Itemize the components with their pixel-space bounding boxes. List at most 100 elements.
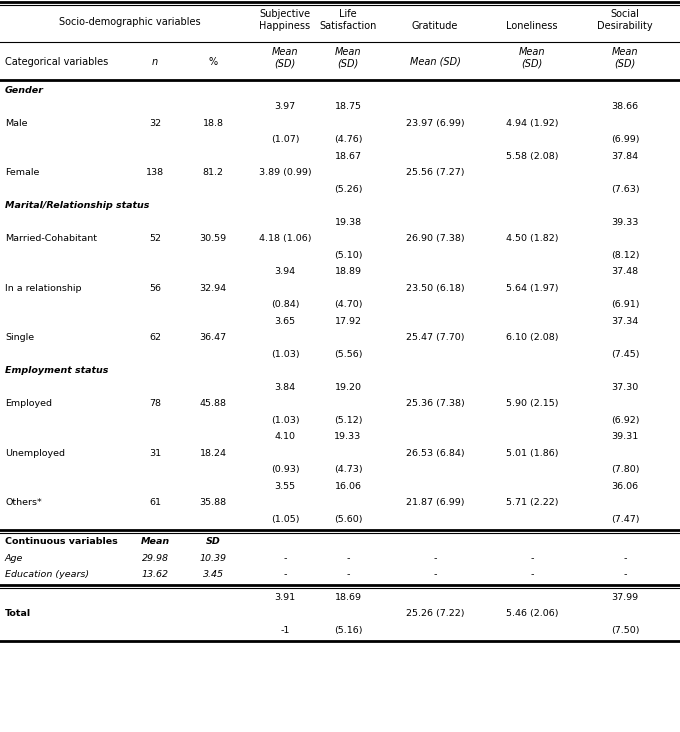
Text: 32: 32 <box>149 119 161 128</box>
Text: 3.91: 3.91 <box>275 593 296 602</box>
Text: (7.50): (7.50) <box>611 626 639 635</box>
Text: Male: Male <box>5 119 27 128</box>
Text: -: - <box>433 570 437 579</box>
Text: 21.87 (6.99): 21.87 (6.99) <box>406 498 464 507</box>
Text: 23.50 (6.18): 23.50 (6.18) <box>406 284 464 293</box>
Text: 4.18 (1.06): 4.18 (1.06) <box>259 234 311 243</box>
Text: -: - <box>530 553 534 563</box>
Text: Mean
(SD): Mean (SD) <box>272 47 299 69</box>
Text: 5.71 (2.22): 5.71 (2.22) <box>506 498 558 507</box>
Text: 6.10 (2.08): 6.10 (2.08) <box>506 333 558 343</box>
Text: 3.65: 3.65 <box>275 317 296 326</box>
Text: 52: 52 <box>149 234 161 243</box>
Text: 25.36 (7.38): 25.36 (7.38) <box>406 399 464 408</box>
Text: Married-Cohabitant: Married-Cohabitant <box>5 234 97 243</box>
Text: -: - <box>624 553 627 563</box>
Text: (4.70): (4.70) <box>334 300 362 309</box>
Text: 5.46 (2.06): 5.46 (2.06) <box>506 609 558 619</box>
Text: (6.99): (6.99) <box>611 135 639 144</box>
Text: 26.90 (7.38): 26.90 (7.38) <box>406 234 464 243</box>
Text: 3.84: 3.84 <box>275 383 296 392</box>
Text: In a relationship: In a relationship <box>5 284 82 293</box>
Text: 5.90 (2.15): 5.90 (2.15) <box>506 399 558 408</box>
Text: 3.94: 3.94 <box>275 267 296 276</box>
Text: 16.06: 16.06 <box>335 482 362 490</box>
Text: Gender: Gender <box>5 86 44 94</box>
Text: Education (years): Education (years) <box>5 570 89 579</box>
Text: 3.55: 3.55 <box>275 482 296 490</box>
Text: Employed: Employed <box>5 399 52 408</box>
Text: 25.47 (7.70): 25.47 (7.70) <box>406 333 464 343</box>
Text: 39.31: 39.31 <box>611 433 639 441</box>
Text: 18.24: 18.24 <box>199 449 226 458</box>
Text: 56: 56 <box>149 284 161 293</box>
Text: 35.88: 35.88 <box>199 498 226 507</box>
Text: 32.94: 32.94 <box>199 284 226 293</box>
Text: 19.33: 19.33 <box>335 433 362 441</box>
Text: SD: SD <box>205 537 220 546</box>
Text: (0.84): (0.84) <box>271 300 299 309</box>
Text: Categorical variables: Categorical variables <box>5 57 108 67</box>
Text: (5.10): (5.10) <box>334 251 362 260</box>
Text: Life
Satisfaction: Life Satisfaction <box>320 10 377 31</box>
Text: (4.73): (4.73) <box>334 466 362 474</box>
Text: (6.91): (6.91) <box>611 300 639 309</box>
Text: 37.48: 37.48 <box>611 267 639 276</box>
Text: 18.67: 18.67 <box>335 152 362 161</box>
Text: 5.64 (1.97): 5.64 (1.97) <box>506 284 558 293</box>
Text: -: - <box>346 570 350 579</box>
Text: 5.01 (1.86): 5.01 (1.86) <box>506 449 558 458</box>
Text: Age: Age <box>5 553 23 563</box>
Text: Subjective
Happiness: Subjective Happiness <box>260 10 311 31</box>
Text: 38.66: 38.66 <box>611 102 639 111</box>
Text: 17.92: 17.92 <box>335 317 362 326</box>
Text: 81.2: 81.2 <box>203 168 224 177</box>
Text: 5.58 (2.08): 5.58 (2.08) <box>506 152 558 161</box>
Text: 37.30: 37.30 <box>611 383 639 392</box>
Text: (1.03): (1.03) <box>271 416 299 425</box>
Text: (7.47): (7.47) <box>611 515 639 524</box>
Text: 19.38: 19.38 <box>335 217 362 227</box>
Text: (7.63): (7.63) <box>611 184 639 194</box>
Text: (1.07): (1.07) <box>271 135 299 144</box>
Text: 4.94 (1.92): 4.94 (1.92) <box>506 119 558 128</box>
Text: 18.8: 18.8 <box>203 119 224 128</box>
Text: 61: 61 <box>149 498 161 507</box>
Text: 18.89: 18.89 <box>335 267 362 276</box>
Text: 39.33: 39.33 <box>611 217 639 227</box>
Text: -: - <box>624 570 627 579</box>
Text: 18.69: 18.69 <box>335 593 362 602</box>
Text: %: % <box>209 57 218 67</box>
Text: 36.06: 36.06 <box>611 482 639 490</box>
Text: 4.10: 4.10 <box>275 433 296 441</box>
Text: Marital/Relationship status: Marital/Relationship status <box>5 201 150 210</box>
Text: Employment status: Employment status <box>5 366 108 376</box>
Text: -: - <box>284 570 287 579</box>
Text: -: - <box>346 553 350 563</box>
Text: Others*: Others* <box>5 498 41 507</box>
Text: Total: Total <box>5 609 31 619</box>
Text: 45.88: 45.88 <box>199 399 226 408</box>
Text: Unemployed: Unemployed <box>5 449 65 458</box>
Text: 78: 78 <box>149 399 161 408</box>
Text: 25.56 (7.27): 25.56 (7.27) <box>406 168 464 177</box>
Text: 37.84: 37.84 <box>611 152 639 161</box>
Text: (5.60): (5.60) <box>334 515 362 524</box>
Text: 25.26 (7.22): 25.26 (7.22) <box>406 609 464 619</box>
Text: (8.12): (8.12) <box>611 251 639 260</box>
Text: 4.50 (1.82): 4.50 (1.82) <box>506 234 558 243</box>
Text: 36.47: 36.47 <box>199 333 226 343</box>
Text: 31: 31 <box>149 449 161 458</box>
Text: -: - <box>530 570 534 579</box>
Text: 37.34: 37.34 <box>611 317 639 326</box>
Text: Loneliness: Loneliness <box>506 21 558 31</box>
Text: Single: Single <box>5 333 34 343</box>
Text: 18.75: 18.75 <box>335 102 362 111</box>
Text: (7.45): (7.45) <box>611 350 639 359</box>
Text: Social
Desirability: Social Desirability <box>597 10 653 31</box>
Text: (1.03): (1.03) <box>271 350 299 359</box>
Text: Gratitude: Gratitude <box>412 21 458 31</box>
Text: (6.92): (6.92) <box>611 416 639 425</box>
Text: Continuous variables: Continuous variables <box>5 537 118 546</box>
Text: (1.05): (1.05) <box>271 515 299 524</box>
